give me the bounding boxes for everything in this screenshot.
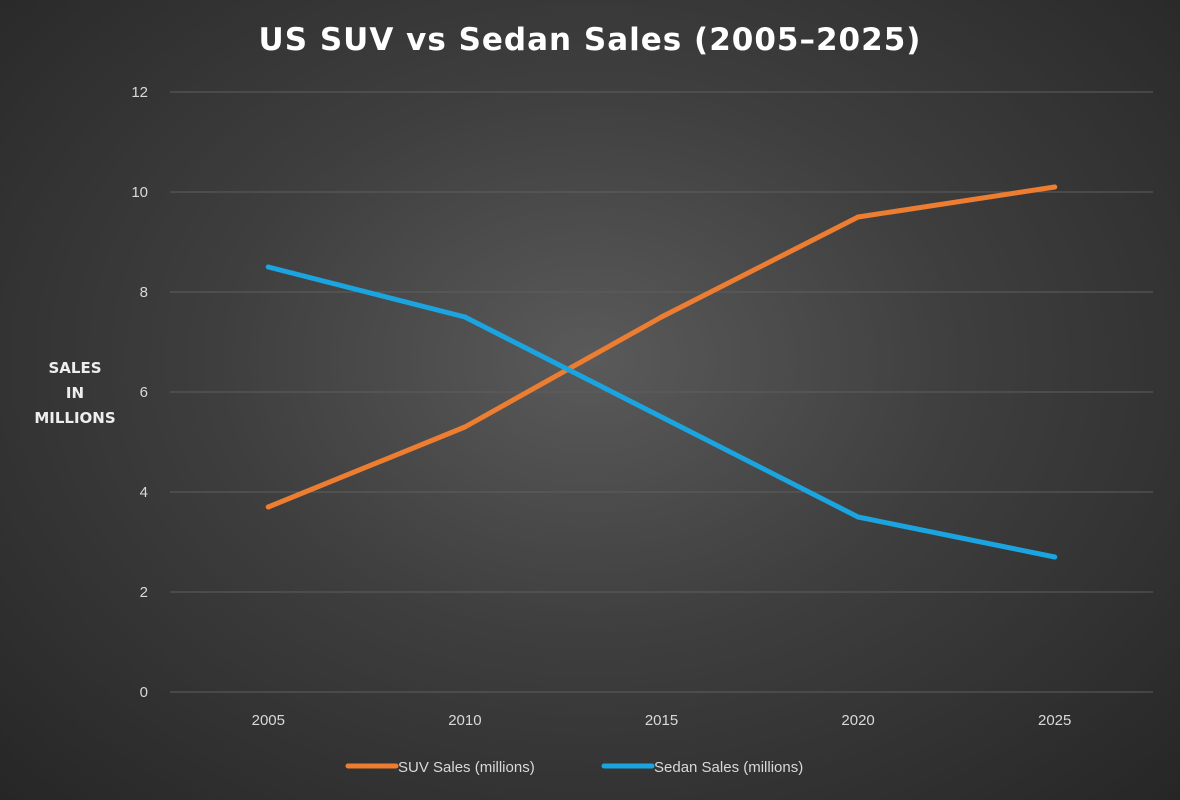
data-point [462, 424, 468, 430]
data-point [1052, 184, 1058, 190]
y-axis-label-line: SALES [48, 359, 102, 377]
chart-title: US SUV vs Sedan Sales (2005–2025) [258, 22, 922, 58]
y-tick-label: 6 [140, 384, 148, 401]
data-point [855, 514, 861, 520]
y-axis-label-line: MILLIONS [34, 409, 116, 427]
x-tick-label: 2025 [1038, 712, 1071, 729]
data-point [659, 414, 664, 420]
y-tick-label: 4 [140, 484, 148, 501]
data-point [265, 504, 271, 510]
legend-label: Sedan Sales (millions) [654, 759, 803, 776]
x-tick-label: 2005 [252, 712, 285, 729]
series-line-sedan [265, 264, 1058, 560]
y-tick-label: 12 [131, 84, 148, 101]
data-point [1052, 554, 1058, 560]
y-tick-label: 0 [140, 684, 148, 701]
data-point [855, 214, 861, 220]
data-point [265, 264, 271, 270]
data-point [462, 314, 468, 320]
x-tick-label: 2015 [645, 712, 678, 729]
series-line-suv [265, 184, 1058, 510]
y-tick-label: 10 [131, 184, 148, 201]
x-tick-label: 2020 [841, 712, 874, 729]
legend-label: SUV Sales (millions) [398, 759, 535, 776]
y-axis-label: SALES IN MILLIONS [20, 356, 130, 431]
y-tick-label: 8 [140, 284, 148, 301]
x-tick-label: 2010 [448, 712, 481, 729]
data-point [659, 314, 664, 320]
y-tick-label: 2 [140, 584, 148, 601]
y-axis-label-line: IN [65, 384, 85, 402]
